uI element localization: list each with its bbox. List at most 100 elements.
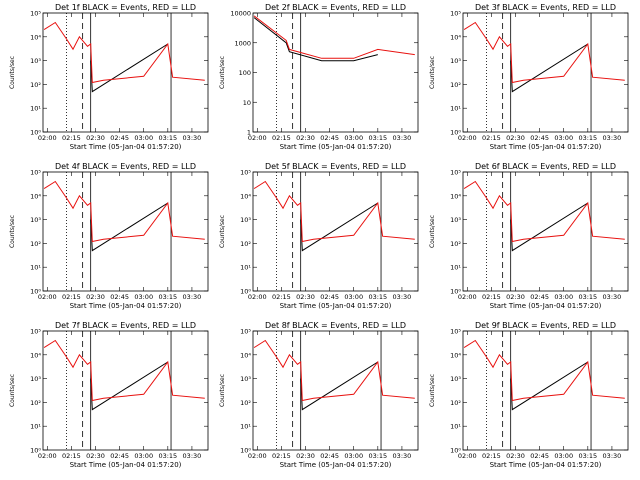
series-events-line <box>90 361 169 411</box>
series-events-line <box>90 202 169 252</box>
x-tick-label: 02:15 <box>62 293 81 301</box>
x-axis-title: Start Time (05-Jan-04 01:57:20) <box>280 302 392 310</box>
x-tick-label: 02:15 <box>482 134 501 142</box>
y-tick-label: 10⁰ <box>240 447 251 455</box>
y-tick-label: 10³ <box>240 216 251 224</box>
series-lld-line <box>43 21 205 84</box>
y-tick-label: 10³ <box>450 375 461 383</box>
x-tick-label: 03:15 <box>158 452 177 460</box>
x-tick-label: 02:00 <box>38 452 57 460</box>
x-tick-label: 03:15 <box>578 134 597 142</box>
y-tick-label: 10² <box>450 240 461 248</box>
x-tick-label: 03:00 <box>554 293 573 301</box>
y-axis-title: Counts/sec <box>219 215 226 248</box>
x-tick-label: 03:00 <box>134 293 153 301</box>
x-tick-label: 03:30 <box>183 293 202 301</box>
x-tick-label: 03:30 <box>603 293 622 301</box>
plot-frame <box>42 330 209 451</box>
x-tick-label: 03:30 <box>393 293 412 301</box>
detector-panel-8: Det 8f BLACK = Events, RED = LLD Counts/s… <box>219 321 419 469</box>
x-tick-label: 02:30 <box>296 452 315 460</box>
series-lld-line <box>463 339 625 402</box>
plot-frame <box>462 330 629 451</box>
x-tick-label: 03:15 <box>368 134 387 142</box>
y-tick-label: 10¹ <box>30 423 41 431</box>
panel-title: Det 3f BLACK = Events, RED = LLD <box>475 3 616 12</box>
y-tick-label: 10¹ <box>450 423 461 431</box>
detector-panel-1: Det 1f BLACK = Events, RED = LLD Counts/s… <box>9 3 209 151</box>
x-tick-label: 02:30 <box>86 452 105 460</box>
y-tick-label: 10³ <box>30 216 41 224</box>
plot-frame <box>252 171 419 292</box>
x-axis-title: Start Time (05-Jan-04 01:57:20) <box>70 302 182 310</box>
series-lld-line <box>253 15 415 59</box>
y-tick-label: 10² <box>450 81 461 89</box>
x-tick-label: 03:30 <box>393 452 412 460</box>
series-lld-line <box>463 21 625 84</box>
x-tick-label: 03:30 <box>603 134 622 142</box>
detector-panel-2: Det 2f BLACK = Events, RED = LLD Counts/s… <box>219 3 419 151</box>
y-tick-label: 10² <box>30 240 41 248</box>
x-tick-label: 03:30 <box>183 134 202 142</box>
plot-frame <box>462 171 629 292</box>
x-tick-label: 02:00 <box>248 293 267 301</box>
x-tick-label: 02:15 <box>62 134 81 142</box>
x-tick-label: 02:30 <box>506 134 525 142</box>
y-tick-label: 10² <box>30 399 41 407</box>
y-axis-title: Counts/sec <box>9 56 16 89</box>
x-tick-label: 02:15 <box>272 134 291 142</box>
y-tick-label: 10⁵ <box>240 169 251 177</box>
y-axis-title: Counts/sec <box>429 374 436 407</box>
panel-title: Det 4f BLACK = Events, RED = LLD <box>55 162 196 171</box>
x-tick-label: 02:15 <box>272 293 291 301</box>
series-events-line <box>253 17 378 62</box>
x-tick-label: 02:15 <box>482 452 501 460</box>
plot-frame <box>42 171 209 292</box>
panel-title: Det 2f BLACK = Events, RED = LLD <box>265 3 406 12</box>
y-tick-label: 10⁰ <box>30 447 41 455</box>
x-axis-title: Start Time (05-Jan-04 01:57:20) <box>490 461 602 469</box>
y-tick-label: 10² <box>240 240 251 248</box>
x-tick-label: 02:45 <box>110 293 129 301</box>
detector-panel-5: Det 5f BLACK = Events, RED = LLD Counts/s… <box>219 162 419 310</box>
x-tick-label: 02:45 <box>320 293 339 301</box>
x-tick-label: 02:30 <box>296 134 315 142</box>
y-tick-label: 10 <box>243 99 251 107</box>
y-tick-label: 10² <box>30 81 41 89</box>
plot-frame <box>252 12 419 133</box>
y-tick-label: 10¹ <box>450 264 461 272</box>
y-tick-label: 10⁵ <box>450 328 461 336</box>
x-tick-label: 02:45 <box>320 452 339 460</box>
y-tick-label: 10² <box>240 399 251 407</box>
x-tick-label: 02:45 <box>110 134 129 142</box>
detector-panel-6: Det 6f BLACK = Events, RED = LLD Counts/s… <box>429 162 629 310</box>
y-tick-label: 10⁰ <box>450 129 461 137</box>
series-events-line <box>300 361 379 411</box>
y-tick-label: 10¹ <box>240 423 251 431</box>
x-tick-label: 02:30 <box>296 293 315 301</box>
detector-panel-3: Det 3f BLACK = Events, RED = LLD Counts/s… <box>429 3 629 151</box>
series-lld-line <box>43 339 205 402</box>
panel-title: Det 6f BLACK = Events, RED = LLD <box>475 162 616 171</box>
series-events-line <box>510 202 589 252</box>
y-tick-label: 10⁰ <box>450 288 461 296</box>
x-tick-label: 02:45 <box>530 293 549 301</box>
series-lld-line <box>43 180 205 243</box>
y-tick-label: 10⁴ <box>30 351 41 359</box>
y-tick-label: 1000 <box>234 39 251 47</box>
panel-title: Det 1f BLACK = Events, RED = LLD <box>55 3 196 12</box>
x-tick-label: 02:45 <box>530 134 549 142</box>
y-tick-label: 10¹ <box>450 105 461 113</box>
y-axis-title: Counts/sec <box>9 374 16 407</box>
x-tick-label: 02:00 <box>38 134 57 142</box>
x-tick-label: 03:30 <box>393 134 412 142</box>
y-tick-label: 1 <box>247 129 251 137</box>
series-events-line <box>510 361 589 411</box>
y-tick-label: 100 <box>239 69 251 77</box>
series-events-line <box>300 202 379 252</box>
x-tick-label: 02:30 <box>86 293 105 301</box>
x-tick-label: 02:45 <box>110 452 129 460</box>
x-tick-label: 02:30 <box>86 134 105 142</box>
y-tick-label: 10⁵ <box>240 328 251 336</box>
